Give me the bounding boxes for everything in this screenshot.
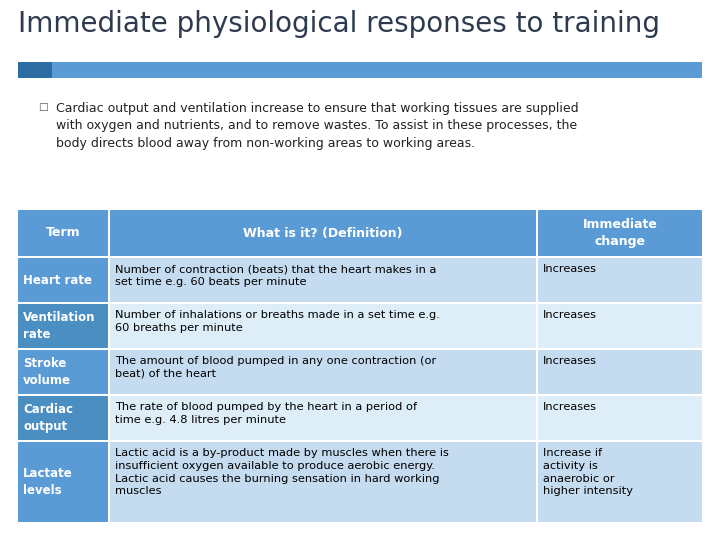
Text: Stroke
volume: Stroke volume	[23, 357, 71, 387]
Bar	[18, 210, 108, 256]
Text: The rate of blood pumped by the heart in a period of
time e.g. 4.8 litres per mi: The rate of blood pumped by the heart in…	[115, 402, 418, 425]
Text: The amount of blood pumped in any one contraction (or
beat) of the heart: The amount of blood pumped in any one co…	[115, 356, 436, 379]
Text: Term: Term	[46, 226, 81, 240]
Bar	[110, 210, 536, 256]
Bar	[538, 396, 702, 440]
Bar	[110, 258, 536, 302]
Bar	[110, 350, 536, 394]
Text: Cardiac output and ventilation increase to ensure that working tissues are suppl: Cardiac output and ventilation increase …	[56, 102, 579, 150]
Text: Increases: Increases	[543, 264, 597, 274]
Text: Increases: Increases	[543, 356, 597, 366]
Bar	[18, 62, 52, 78]
Text: Number of inhalations or breaths made in a set time e.g.
60 breaths per minute: Number of inhalations or breaths made in…	[115, 310, 440, 333]
Text: Number of contraction (beats) that the heart makes in a
set time e.g. 60 beats p: Number of contraction (beats) that the h…	[115, 264, 437, 287]
Text: Immediate physiological responses to training: Immediate physiological responses to tra…	[18, 10, 660, 38]
Text: What is it? (Definition): What is it? (Definition)	[243, 226, 403, 240]
Bar	[52, 62, 702, 78]
Text: Increases: Increases	[543, 402, 597, 412]
Bar	[18, 210, 702, 522]
Text: Increases: Increases	[543, 310, 597, 320]
Bar	[18, 396, 108, 440]
Text: Heart rate: Heart rate	[23, 273, 92, 287]
Text: Cardiac
output: Cardiac output	[23, 403, 73, 433]
Text: Ventilation
rate: Ventilation rate	[23, 311, 96, 341]
Bar	[18, 350, 108, 394]
Bar	[538, 442, 702, 522]
Bar	[538, 304, 702, 348]
Text: □: □	[38, 102, 48, 112]
Bar	[110, 304, 536, 348]
Bar	[18, 258, 108, 302]
Bar	[18, 304, 108, 348]
Bar	[538, 210, 702, 256]
Text: Increase if
activity is
anaerobic or
higher intensity: Increase if activity is anaerobic or hig…	[543, 448, 633, 496]
Bar	[110, 442, 536, 522]
Bar	[18, 442, 108, 522]
Text: Lactate
levels: Lactate levels	[23, 467, 73, 497]
Bar	[538, 258, 702, 302]
Text: Lactic acid is a by-product made by muscles when there is
insufficient oxygen av: Lactic acid is a by-product made by musc…	[115, 448, 449, 496]
Text: Immediate
change: Immediate change	[582, 218, 657, 248]
Bar	[538, 350, 702, 394]
Bar	[110, 396, 536, 440]
